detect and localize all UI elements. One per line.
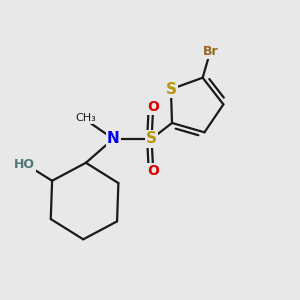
Text: Br: Br — [202, 45, 218, 58]
Text: CH₃: CH₃ — [76, 113, 97, 123]
Text: S: S — [165, 82, 176, 97]
Text: S: S — [146, 131, 157, 146]
Text: O: O — [147, 100, 159, 114]
Text: HO: HO — [14, 158, 35, 171]
Text: N: N — [107, 131, 120, 146]
Text: O: O — [147, 164, 159, 178]
